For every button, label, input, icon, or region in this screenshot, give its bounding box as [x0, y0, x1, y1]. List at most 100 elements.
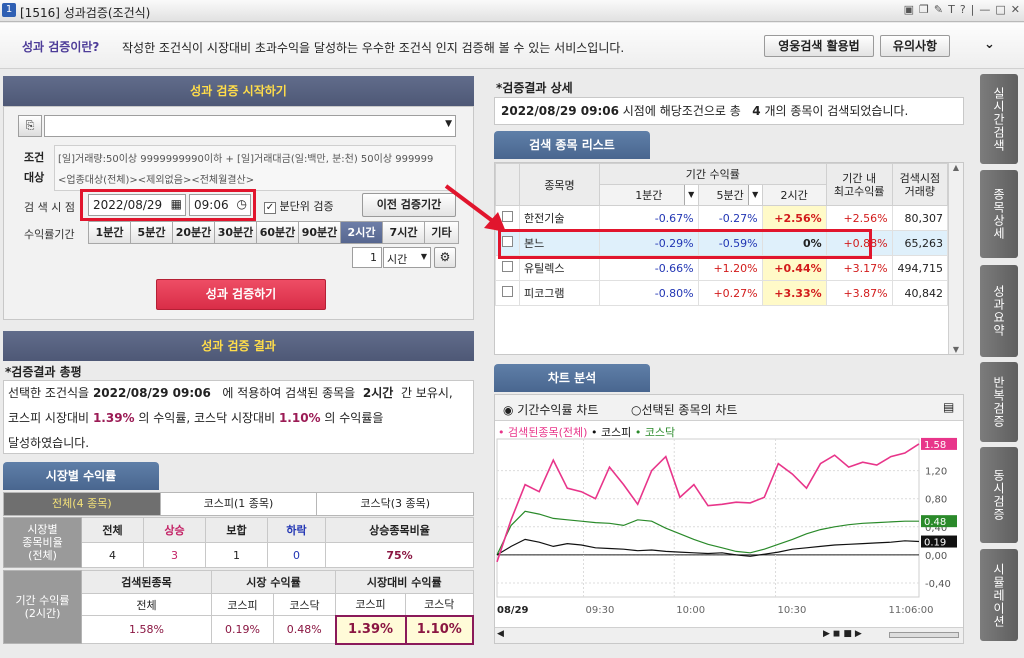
clock-icon[interactable]: ◷ — [236, 197, 247, 211]
subtab-kospi[interactable]: 코스피(1 종목) — [159, 493, 317, 515]
time-value: 09:06 — [194, 198, 229, 212]
row-max: +2.56% — [825, 205, 893, 231]
minute-check-label: 분단위 검증 — [279, 200, 334, 213]
minimize-icon[interactable]: — — [979, 3, 991, 16]
period-1m[interactable]: 1분간 — [88, 221, 131, 244]
condition-target: <업종대상(전체)><제외없음><전체월결산> — [58, 175, 255, 186]
chart-tab[interactable]: 차트 분석 — [494, 364, 650, 392]
chart-menu-icon[interactable]: ▤ — [943, 400, 955, 414]
sidetab-simulation[interactable]: 시뮬레이션 — [980, 549, 1018, 641]
qty-input[interactable]: 1 — [352, 247, 382, 268]
period-7h[interactable]: 7시간 — [382, 221, 425, 244]
sub-rel-kospi: 코스피 — [335, 593, 406, 616]
calendar-icon[interactable]: ▦ — [170, 197, 182, 211]
dropdown-arrow-icon[interactable]: ▼ — [445, 119, 452, 129]
text-icon[interactable]: T — [948, 3, 955, 16]
row-checkbox[interactable] — [495, 255, 520, 281]
table-row[interactable]: 한전기술 -0.67% -0.27% +2.56% +2.56% 80,307 — [495, 205, 949, 231]
gear-icon[interactable]: ⚙ — [434, 247, 456, 268]
time-input[interactable]: 09:06 ◷ — [189, 194, 251, 216]
period-other[interactable]: 기타 — [424, 221, 459, 244]
radio-period[interactable]: ◉ 기간수익률 차트 — [503, 403, 599, 417]
grp-searched: 검색된종목 — [81, 570, 212, 594]
summary-period: 2시간 — [362, 386, 394, 400]
layout-icon[interactable]: ▣ — [903, 3, 914, 16]
col-total: 전체 — [81, 517, 144, 543]
return-chart[interactable]: 1,20 0,80 0,40 0,00 -0,40 08/29 09:30 10:00 10:3… — [495, 435, 963, 621]
row-vol: 80,307 — [891, 205, 949, 231]
ret-kospi: 0.19% — [211, 615, 274, 644]
header-5m[interactable]: 5분간 ▼ — [697, 184, 763, 206]
copy-icon[interactable]: ❐ — [918, 3, 929, 16]
row-max: +3.87% — [825, 280, 893, 306]
scroll-left-icon[interactable]: ◀ — [497, 629, 504, 639]
usage-guide-button[interactable]: 영웅검색 활용법 — [764, 35, 874, 57]
summary-text: 코스피 시장대비 — [8, 411, 90, 425]
condition-select[interactable]: ▼ — [44, 115, 456, 137]
legend-kospi-label: 코스피 — [600, 426, 632, 439]
minute-check[interactable]: ✓ 분단위 검증 — [264, 198, 334, 214]
separator-icon: | — [970, 3, 975, 16]
radio-selected[interactable]: ○선택된 종목의 차트 — [631, 403, 738, 417]
table-row-selected[interactable]: 본느 -0.29% -0.59% 0% +0.88% 65,263 — [495, 230, 949, 256]
row-checkbox[interactable] — [495, 280, 520, 306]
sidetab-repeat[interactable]: 반복검증 — [980, 362, 1018, 442]
playback-controls-icon[interactable]: ▶◼■▶ — [823, 629, 865, 639]
date-input[interactable]: 2022/08/29 ▦ — [88, 194, 186, 216]
chart-panel: ◉ 기간수익률 차트 ○선택된 종목의 차트 ▤ • 검색된종목(전체) • 코… — [494, 394, 964, 644]
radio-selected-label: 선택된 종목의 차트 — [641, 403, 738, 417]
subtab-kosdaq[interactable]: 코스닥(3 종목) — [316, 493, 474, 515]
summary-line-2: 코스피 시장대비 1.39% 의 수익률, 코스닥 시장대비 1.10% 의 수… — [8, 406, 469, 431]
highlight-datetime — [80, 189, 256, 221]
period-5m[interactable]: 5분간 — [130, 221, 173, 244]
zoom-slider[interactable] — [889, 632, 959, 638]
notice-button[interactable]: 유의사항 — [880, 35, 950, 57]
y-tick-label: 1,20 — [925, 467, 947, 478]
run-verification-button[interactable]: 성과 검증하기 — [156, 279, 326, 310]
summary-text: 간 보유시, — [400, 386, 453, 400]
period-2h[interactable]: 2시간 — [340, 221, 383, 244]
table-row[interactable]: 피코그램 -0.80% +0.27% +3.33% +3.87% 40,842 — [495, 280, 949, 306]
sidetab-summary[interactable]: 성과요약 — [980, 265, 1018, 357]
maximize-icon[interactable]: □ — [995, 3, 1006, 16]
scroll-up-icon[interactable]: ▲ — [952, 163, 960, 172]
prev-period-button[interactable]: 이전 검증기간 — [362, 193, 456, 217]
row-name: 한전기술 — [519, 205, 600, 231]
header-1m[interactable]: 1분간 ▼ — [599, 184, 699, 206]
end-value-label: 1.58 — [924, 440, 946, 451]
subtab-all[interactable]: 전체(4 종목) — [4, 493, 160, 515]
dropdown-arrow-icon[interactable]: ▼ — [683, 185, 698, 205]
row-r2h: +2.56% — [761, 205, 827, 231]
period-20m[interactable]: 20분간 — [172, 221, 215, 244]
checkbox-checked-icon[interactable]: ✓ — [264, 202, 276, 214]
pin-icon[interactable]: ✎ — [933, 3, 944, 16]
table-row[interactable]: 유틸렉스 -0.66% +1.20% +0.44% +3.17% 494,715 — [495, 255, 949, 281]
collapse-chevron-icon[interactable]: ⌄ — [984, 37, 995, 52]
header-volume: 검색시점 거래량 — [891, 163, 949, 206]
dropdown-arrow-icon[interactable]: ▼ — [420, 252, 427, 261]
dropdown-arrow-icon[interactable]: ▼ — [747, 185, 762, 205]
stock-list-tab[interactable]: 검색 종목 리스트 — [494, 131, 650, 159]
condition-load-icon[interactable]: ⎘ — [18, 115, 42, 137]
chart-scroll-bar[interactable]: ◀ ▶◼■▶ — [495, 627, 963, 643]
help-icon[interactable]: ? — [959, 3, 966, 16]
sidetab-simultaneous[interactable]: 동시검증 — [980, 447, 1018, 543]
unit-select[interactable]: 시간 ▼ — [383, 247, 431, 268]
end-value-label: 0.19 — [924, 538, 946, 549]
close-icon[interactable]: ✕ — [1010, 3, 1020, 16]
market-tab[interactable]: 시장별 수익률 — [3, 462, 159, 490]
row-r2h: +3.33% — [761, 280, 827, 306]
x-tick-label: 10:30 — [778, 605, 807, 616]
period-30m[interactable]: 30분간 — [214, 221, 257, 244]
sidetab-realtime[interactable]: 실시간검색 — [980, 74, 1018, 164]
end-value-label: 0.48 — [924, 517, 946, 528]
list-scrollbar[interactable]: ▲ ▼ — [948, 163, 963, 354]
summary-text: 의 수익률을 — [324, 411, 384, 425]
ret-kosdaq: 0.48% — [273, 615, 336, 644]
sidetab-detail[interactable]: 종목상세 — [980, 170, 1018, 258]
period-60m[interactable]: 60분간 — [256, 221, 299, 244]
unit-value: 시간 — [387, 253, 408, 266]
ret-searched: 1.58% — [81, 615, 212, 644]
scroll-down-icon[interactable]: ▼ — [952, 345, 960, 354]
period-90m[interactable]: 90분간 — [298, 221, 341, 244]
